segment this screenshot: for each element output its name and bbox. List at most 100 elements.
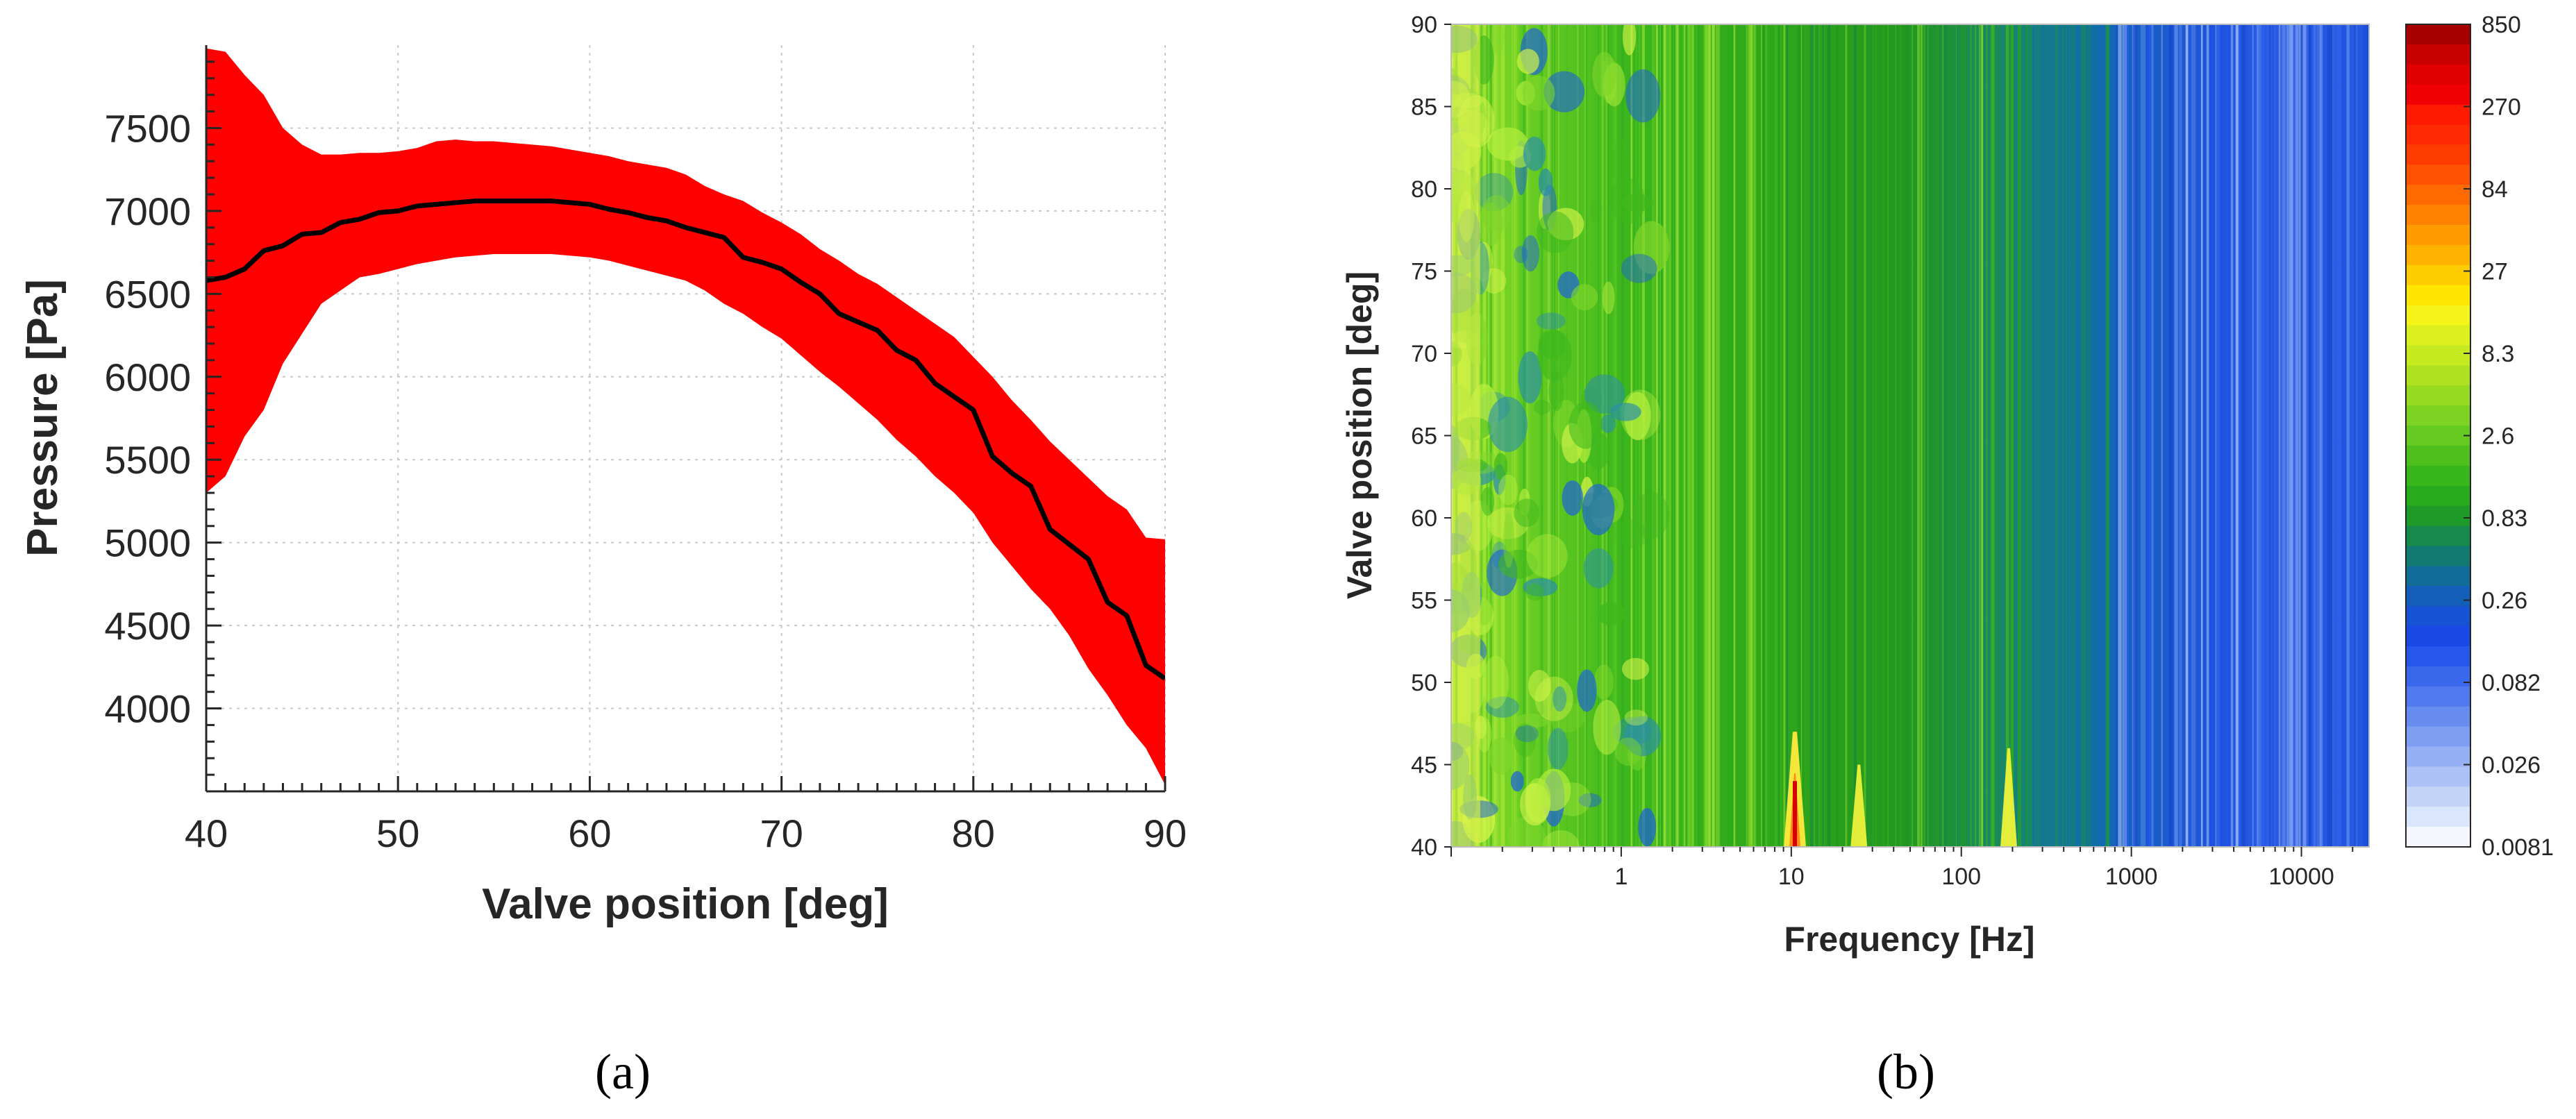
heatmap-stripe [2075,24,2078,847]
colorbar-segment [2406,84,2470,106]
heatmap-stripe [2010,24,2014,847]
heatmap-stripe [1659,24,1662,847]
heatmap-blob [1523,578,1558,597]
heatmap-stripe [2289,24,2293,847]
heatmap-stripe [1776,24,1780,847]
heatmap-stripe [2032,24,2034,847]
heatmap-stripe [1690,24,1694,847]
heatmap-stripe [1750,24,1753,847]
heatmap-blob [1487,396,1528,453]
y-tick-label-a: 6000 [104,355,191,399]
heatmap-stripe [1870,24,1873,847]
heatmap-stripe [1970,24,1972,847]
heatmap-blob [1516,49,1539,74]
y-tick-label-a: 6500 [104,272,191,316]
colorbar-tick-label: 850 [2482,12,2521,38]
heatmap-blob [1525,583,1544,601]
heatmap-blob [1609,403,1641,421]
heatmap-stripe [2319,24,2321,847]
heatmap-blob [1613,137,1629,192]
heatmap-stripe [2005,24,2009,847]
colorbar-segment [2406,124,2470,146]
colorbar-segment [2406,546,2470,566]
heatmap-stripe [2168,24,2173,847]
colorbar-tick-label: 0.83 [2482,505,2527,532]
heatmap-blob [1494,453,1508,480]
heatmap-stripe [1931,24,1932,847]
heatmap-stripe [2048,24,2051,847]
heatmap-blob [1474,173,1514,212]
heatmap-stripe [1666,24,1670,847]
heatmap-stripe [2225,24,2228,847]
heatmap-stripe [2247,24,2248,847]
panel-label-a: (a) [595,1044,651,1100]
heatmap-stripe [1621,24,1625,847]
heatmap-blob [1609,178,1646,224]
heatmap-stripe [1753,24,1757,847]
colorbar-segment [2406,485,2470,507]
heatmap-blob [1538,168,1553,196]
heatmap-blob [1602,281,1615,314]
x-tick-label-a: 70 [760,811,803,855]
colorbar-segment [2406,666,2470,687]
heatmap-stripe [1761,24,1762,847]
heatmap-stripe [1663,24,1666,847]
heatmap-stripe [1659,24,1662,847]
heatmap-stripe [1672,24,1675,847]
heatmap-blob [1480,487,1495,516]
ticks-a: 4000 4500 5000 5500 6000 6500 7000 7500 40 50 60 70… [104,60,1187,855]
heatmap-stripe [2086,24,2089,847]
heatmap-stripe [1551,24,1553,847]
heatmap-stripe [1696,24,1698,847]
heatmap-stripe [1715,24,1719,847]
heatmap-stripe [2259,24,2262,847]
heatmap-stripe [2341,24,2343,847]
colorbar-segment [2406,426,2470,446]
heatmap-blob [1541,830,1580,847]
heatmap-stripe [1950,24,1951,847]
y-tick-label-a: 7500 [104,106,191,150]
heatmap-stripe [2200,24,2203,847]
heatmap-stripe [1910,24,1914,847]
heatmap-stripe [2334,24,2338,847]
heatmap-stripe [2081,24,2084,847]
heatmap-stripe [2362,24,2368,847]
heatmap-stripe [2236,24,2241,847]
heatmap-stripe [1955,24,1957,847]
heatmap-stripe [2296,24,2301,847]
heatmap-stripe [2355,24,2359,847]
heatmap-blob [1526,534,1568,578]
heatmap-stripe [2308,24,2311,847]
heatmap-blob [1491,24,1505,56]
heatmap-stripe [2179,24,2182,847]
heatmap-blob [1522,75,1555,111]
heatmap-stripe [1936,24,1939,847]
colorbar-tick-label: 0.082 [2482,670,2541,696]
heatmap-stripe [2210,24,2213,847]
heatmap-blob [1514,498,1539,528]
heatmap-blob [1632,491,1670,539]
heatmap-blob [1600,414,1616,433]
heatmap-stripe [2321,24,2325,847]
heatmap-blob [1613,716,1651,746]
colorbar-segment [2406,465,2470,487]
heatmap-stripe [1921,24,1923,847]
heatmap-stripe [2355,24,2357,847]
heatmap-stripe [1986,24,1988,847]
heatmap-stripe [1673,24,1675,847]
heatmap-stripe [1963,24,1967,847]
resonance-feature [1850,764,1868,847]
colorbar-tick-label: 8.3 [2482,341,2514,367]
heatmap-stripe [1754,24,1757,847]
heatmap-stripe [1693,24,1696,847]
colorbar-segment [2406,325,2470,346]
heatmap-stripe [1960,24,1964,847]
heatmap-blob [1622,24,1637,56]
heatmap-blob [1521,235,1539,272]
colorbar-segment [2406,24,2470,45]
heatmap-stripe [1682,24,1684,847]
heatmap-stripe [2136,24,2139,847]
heatmap-blob [1478,202,1503,246]
heatmap-resonance-features [1784,732,2017,847]
heatmap-stripe [1553,24,1556,847]
